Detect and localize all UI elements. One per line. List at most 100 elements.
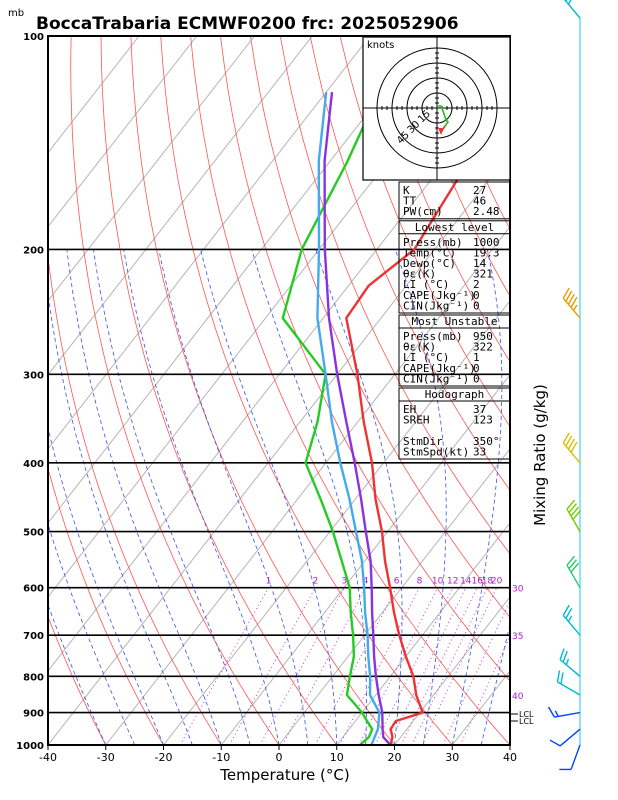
- moist-adiabat-line: [123, 249, 280, 745]
- indices-value: 33: [473, 445, 486, 458]
- dry-adiabat-line: [279, 36, 510, 555]
- indices-label: CAPE(Jkg⁻¹): [403, 362, 476, 375]
- isotherm-line: [163, 299, 510, 745]
- mixing-ratio-title: Mixing Ratio (g/kg): [531, 384, 549, 526]
- x-axis-title: Temperature (°C): [219, 766, 349, 784]
- mixing-ratio-label: 12: [447, 577, 458, 587]
- profile-dewpoint: [281, 36, 406, 745]
- lcl-label: LCL: [519, 717, 534, 726]
- moist-adiabat-line: [509, 743, 510, 745]
- pressure-tick-label: 1000: [16, 741, 44, 752]
- wind-barb-shaft: [559, 728, 581, 747]
- wind-barb-flag: [570, 441, 578, 453]
- wind-barb-flag: [566, 499, 576, 510]
- dry-adiabat-line: [369, 36, 510, 363]
- dry-adiabat-line: [48, 615, 107, 745]
- moist-adiabat-line: [48, 426, 164, 745]
- mixing-ratio-label: 18: [482, 577, 494, 587]
- pressure-tick-label: 400: [23, 459, 44, 470]
- temperature-tick-label: -10: [212, 751, 230, 764]
- mixing-ratio-label: 8: [417, 577, 423, 587]
- isotherm-line: [394, 596, 510, 745]
- indices-header: Lowest level: [415, 221, 494, 234]
- pressure-tick-label: 800: [23, 672, 44, 683]
- indices-value: 350°: [473, 435, 500, 448]
- indices-value: 2: [473, 278, 480, 291]
- theta-e-label: 40: [512, 692, 524, 702]
- temperature-tick-label: 20: [388, 751, 402, 764]
- isotherm-line: [278, 448, 510, 745]
- isotherm-line: [48, 36, 429, 524]
- indices-value: 19.3: [473, 246, 500, 259]
- wind-barb-flag: [570, 296, 578, 308]
- indices-label: TT: [403, 195, 417, 208]
- wind-barb: [566, 499, 582, 532]
- indices-value: 0: [473, 372, 480, 385]
- indices-value: 950: [473, 330, 493, 343]
- moist-adiabat-line: [66, 249, 222, 745]
- indices-value: 27: [473, 184, 486, 197]
- moist-adiabat-line: [93, 249, 251, 745]
- dry-adiabat-line: [100, 36, 338, 745]
- indices-value: 0: [473, 362, 480, 375]
- indices-box: [398, 314, 511, 387]
- temperature-tick-label: -20: [155, 751, 173, 764]
- wind-barb-flag: [559, 648, 565, 660]
- indices-label: Temp(°C): [403, 246, 456, 259]
- wind-barb-shaft: [562, 442, 581, 464]
- indices-label: LI (°C): [403, 351, 449, 364]
- dry-adiabat-line: [339, 36, 510, 428]
- wind-barb-half-flag: [554, 710, 559, 717]
- moist-adiabat-line: [200, 249, 338, 745]
- mixing-ratio-label: 16: [472, 577, 484, 587]
- indices-label: EH: [403, 403, 416, 416]
- mixing-ratio-label: 3: [341, 577, 347, 587]
- wind-barb-flag: [547, 706, 556, 718]
- wind-barb-flag: [568, 559, 578, 570]
- wind-barb-flag: [570, 506, 580, 517]
- profile-temperature: [345, 57, 510, 745]
- wind-barb-flag: [549, 739, 561, 747]
- indices-label: K: [403, 184, 410, 197]
- wind-barb-shaft: [562, 0, 581, 19]
- pressure-tick-label: 500: [23, 528, 44, 539]
- mixing-ratio-line: [315, 587, 398, 745]
- moist-adiabat-line: [315, 249, 403, 745]
- wind-barb-flag: [565, 290, 573, 302]
- indices-label: Press(mb): [403, 236, 463, 249]
- isotherm-line: [48, 36, 371, 450]
- wind-barb-flag: [570, 562, 580, 573]
- pressure-tick-label: 900: [23, 709, 44, 720]
- indices-value: 123: [473, 414, 493, 427]
- storm-motion-marker: [438, 128, 444, 135]
- wind-barb-shaft: [554, 711, 581, 718]
- moist-adiabat-line: [48, 290, 193, 745]
- hodograph-unit: knots: [367, 40, 394, 51]
- wind-barb: [559, 648, 581, 677]
- indices-header: Hodograph: [425, 388, 485, 401]
- wind-barb-shaft: [557, 681, 581, 696]
- dry-adiabat-line: [70, 36, 280, 745]
- indices-label: StmSpd(kt): [403, 445, 469, 458]
- pressure-tick-label: 600: [23, 584, 44, 595]
- wind-barb-flag: [567, 293, 575, 305]
- isotherm-line: [336, 522, 510, 745]
- isotherm-line: [509, 744, 510, 745]
- wind-barb-flag: [565, 607, 573, 619]
- indices-label: CIN(Jkg⁻¹): [403, 299, 469, 312]
- temperature-tick-label: 30: [445, 751, 459, 764]
- wind-barb-flag: [572, 510, 582, 520]
- wind-barb: [562, 432, 581, 464]
- wind-barb-shaft: [566, 564, 581, 589]
- wind-barb-half-flag: [567, 615, 573, 622]
- indices-label: Dewp(°C): [403, 257, 456, 270]
- wind-barb-flag: [559, 768, 572, 771]
- indices-label: CIN(Jkg⁻¹): [403, 372, 469, 385]
- wind-barb-shaft: [562, 614, 581, 636]
- indices-value: 0: [473, 299, 480, 312]
- wind-barb-half-flag: [565, 658, 570, 665]
- dry-adiabat-line: [579, 36, 618, 745]
- dry-adiabat-line: [309, 36, 510, 491]
- moist-adiabat-line: [394, 249, 447, 745]
- indices-header: Most Unstable: [411, 315, 497, 328]
